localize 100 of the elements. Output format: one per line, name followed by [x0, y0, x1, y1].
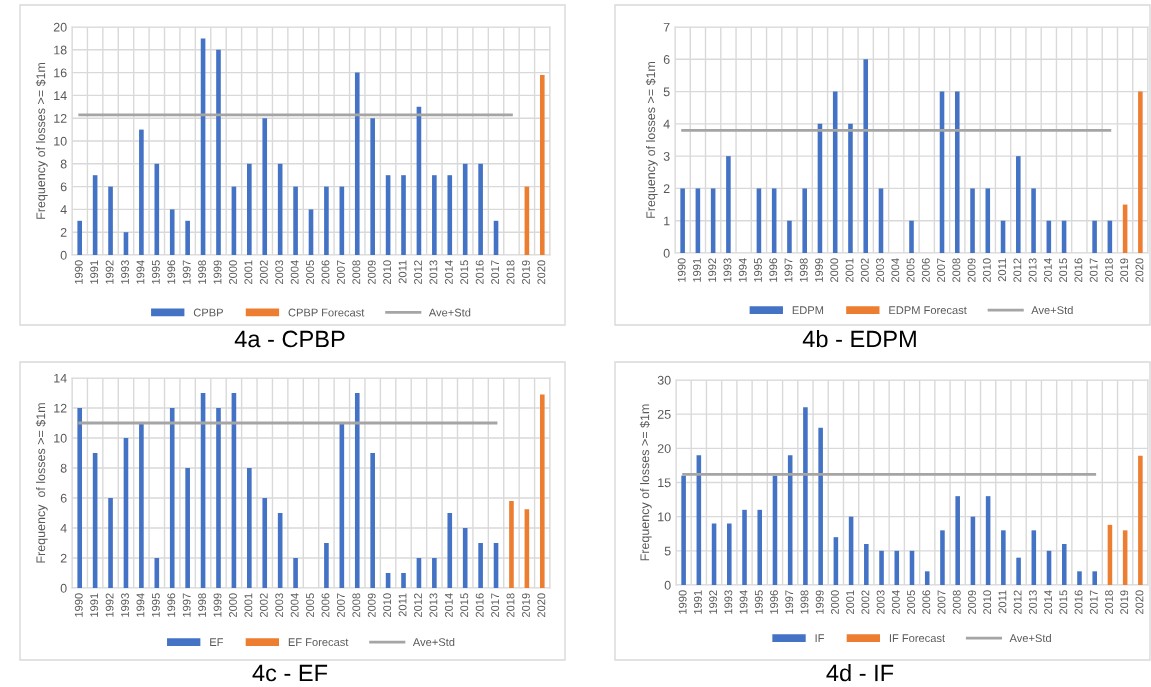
x-tick-label: 2008 [352, 593, 361, 618]
y-tick-label: 2 [60, 553, 67, 563]
bar [77, 408, 83, 588]
bar [864, 544, 869, 585]
x-tick-label: 2006 [321, 260, 330, 285]
legend-label: Ave+Std [1009, 633, 1051, 643]
y-tick-label: 4 [60, 205, 67, 214]
bar [1138, 91, 1143, 253]
bar [324, 543, 329, 588]
legend-label: Ave+Std [428, 308, 471, 317]
bar [954, 91, 960, 253]
x-tick-label: 2001 [846, 590, 855, 615]
y-tick-label: 4 [60, 523, 67, 533]
y-tick-label: 0 [60, 250, 67, 260]
bar [247, 468, 252, 588]
x-tick-label: 2002 [860, 258, 869, 283]
y-tick-label: 30 [657, 375, 671, 385]
x-tick-label: 2011 [398, 593, 407, 617]
bar [863, 59, 869, 253]
x-tick-label: 1997 [182, 593, 191, 617]
x-tick-label: 2013 [1028, 258, 1037, 283]
x-tick-label: 2007 [937, 258, 945, 283]
x-tick-label: 2011 [398, 260, 407, 284]
x-tick-label: 1998 [799, 258, 808, 282]
bar [262, 118, 268, 255]
y-tick-label: 1 [664, 216, 670, 226]
x-tick-label: 2012 [414, 260, 422, 285]
x-tick-label: 1991 [90, 593, 99, 617]
y-tick-label: 0 [664, 580, 671, 590]
x-tick-label: 1996 [769, 258, 778, 282]
y-tick-label: 6 [60, 182, 67, 192]
x-tick-label: 2013 [429, 593, 438, 618]
bar [370, 453, 375, 588]
x-tick-label: 1996 [167, 260, 176, 284]
y-axis-title: Frequency of losses >= $1m [35, 403, 48, 563]
bar [185, 220, 190, 255]
bar [757, 509, 763, 585]
bar [293, 558, 298, 588]
x-tick-label: 1991 [693, 258, 701, 282]
x-tick-label: 2002 [259, 260, 268, 285]
legend-label: EDPM Forecast [889, 306, 967, 315]
bar [370, 118, 375, 255]
bar [401, 175, 406, 255]
x-tick-label: 1997 [784, 258, 793, 282]
x-tick-label: 2005 [306, 593, 314, 618]
x-tick-label: 2006 [921, 258, 930, 283]
x-tick-label: 1995 [151, 260, 160, 284]
y-tick-label: 14 [54, 91, 67, 100]
x-tick-label: 2009 [967, 258, 976, 283]
x-tick-label: 2020 [537, 260, 546, 285]
bar [432, 558, 437, 588]
x-tick-label: 2010 [383, 593, 392, 618]
bar [77, 220, 83, 255]
x-tick-label: 2014 [444, 593, 453, 618]
y-tick-label: 8 [60, 463, 67, 473]
bar [185, 468, 190, 588]
y-tick-label: 10 [54, 433, 67, 443]
x-tick-label: 1990 [678, 590, 687, 614]
text: 4b - EDPM [802, 329, 916, 348]
bar [924, 571, 930, 585]
y-tick-label: 10 [658, 512, 671, 522]
legend-label: Ave+Std [1031, 305, 1073, 315]
x-tick-label: 2015 [460, 260, 469, 285]
x-tick-label: 2012 [1013, 590, 1022, 615]
x-tick-label: 1994 [738, 258, 747, 282]
x-tick-label: 2002 [259, 593, 268, 618]
x-tick-label: 2017 [1089, 590, 1098, 615]
legend-label: IF [815, 634, 825, 642]
x-tick-label: 2004 [891, 258, 900, 283]
x-tick-label: 2015 [1059, 258, 1068, 283]
x-tick-label: 1993 [723, 258, 732, 282]
x-tick-label: 2017 [1089, 258, 1098, 283]
x-tick-label: 2000 [229, 260, 237, 285]
x-tick-label: 2001 [845, 258, 854, 283]
x-tick-label: 2018 [506, 593, 515, 618]
y-tick-label: 18 [54, 45, 67, 55]
x-tick-label: 2004 [290, 593, 299, 618]
x-tick-label: 1990 [74, 593, 83, 617]
x-tick-label: 2019 [1120, 590, 1129, 615]
x-tick-label: 1995 [754, 590, 763, 614]
text: 4a - CPBP [234, 330, 345, 348]
x-tick-label: 2008 [952, 590, 961, 615]
x-tick-label: 1993 [724, 590, 733, 614]
bar [478, 163, 483, 255]
x-tick-label: 2018 [1105, 590, 1113, 615]
x-tick-label: 2016 [1074, 258, 1083, 283]
bar [293, 186, 298, 255]
y-tick-label: 20 [657, 444, 671, 453]
text: 4d - IF [826, 663, 894, 682]
bar [432, 175, 437, 255]
bar [262, 498, 268, 588]
bar [680, 188, 685, 253]
bar [247, 163, 252, 255]
bar [894, 550, 900, 585]
x-tick-label: 2020 [537, 593, 546, 618]
x-tick-label: 1996 [770, 590, 778, 614]
legend-label: EF [210, 638, 224, 646]
x-tick-label: 2012 [1013, 258, 1022, 283]
bar [478, 543, 483, 588]
y-tick-label: 6 [663, 55, 670, 64]
